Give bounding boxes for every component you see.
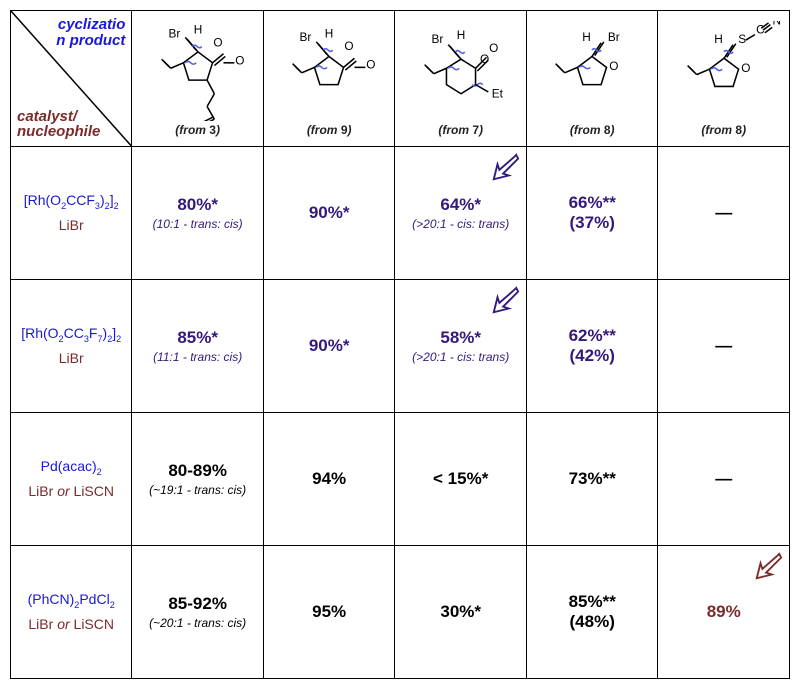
product-col-1: (from 9) xyxy=(263,11,395,147)
data-cell: 89% xyxy=(658,546,790,679)
yield-value: < 15%* xyxy=(399,469,522,489)
selectivity-note: (~20:1 - trans: cis) xyxy=(136,616,259,630)
data-cell: 85%**(48%) xyxy=(526,546,658,679)
from-label: (from 9) xyxy=(268,123,391,137)
product-col-4: (from 8) xyxy=(658,11,790,147)
data-cell: 80%* (10:1 - trans: cis) xyxy=(132,147,264,280)
catalyst: [Rh(O2CCF3)2]2 xyxy=(15,188,127,213)
row-header: (PhCN)2PdCl2LiBr or LiSCN xyxy=(11,546,132,679)
data-cell: 80-89% (~19:1 - trans: cis) xyxy=(132,413,264,546)
yield-value: 85%* xyxy=(136,328,259,348)
yield-value: 30%* xyxy=(399,602,522,622)
catalyst: (PhCN)2PdCl2 xyxy=(15,587,127,612)
bot-label-1: catalyst/ xyxy=(17,108,77,125)
data-cell: 95% xyxy=(263,546,395,679)
data-cell: 58%* (>20:1 - cis: trans) xyxy=(395,280,527,413)
data-cell: 62%**(42%) xyxy=(526,280,658,413)
row-header: Pd(acac)2LiBr or LiSCN xyxy=(11,413,132,546)
nucleophile: LiBr or LiSCN xyxy=(15,479,127,504)
product-col-0: (from 3) xyxy=(132,11,264,147)
data-cell: 85%* (11:1 - trans: cis) xyxy=(132,280,264,413)
arrow-icon xyxy=(490,153,520,183)
data-cell: — xyxy=(658,147,790,280)
table-row: [Rh(O2CCF3)2]2LiBr80%*(10:1 - trans: cis… xyxy=(11,147,790,280)
results-table: cyclizatio n product catalyst/ nucleophi… xyxy=(10,10,790,679)
from-label: (from 7) xyxy=(399,123,522,137)
nucleophile: LiBr xyxy=(15,213,127,238)
from-label: (from 3) xyxy=(136,123,259,137)
from-label: (from 8) xyxy=(662,123,785,137)
yield-value: 62%** xyxy=(531,326,654,346)
yield-value: 80%* xyxy=(136,195,259,215)
yield-value: 89% xyxy=(662,602,785,622)
data-cell: 73%** xyxy=(526,413,658,546)
selectivity-note: (10:1 - trans: cis) xyxy=(136,217,259,231)
top-label-2: n product xyxy=(56,32,125,49)
yield-value: 58%* xyxy=(399,328,522,348)
nucleophile: LiBr xyxy=(15,346,127,371)
catalyst: [Rh(O2CC3F7)2]2 xyxy=(15,321,127,346)
selectivity-note: (11:1 - trans: cis) xyxy=(136,350,259,364)
table-row: [Rh(O2CC3F7)2]2LiBr85%*(11:1 - trans: ci… xyxy=(11,280,790,413)
catalyst: Pd(acac)2 xyxy=(15,454,127,479)
selectivity-note: (>20:1 - cis: trans) xyxy=(399,217,522,231)
header-diagonal: cyclizatio n product catalyst/ nucleophi… xyxy=(11,11,132,147)
data-cell: — xyxy=(658,280,790,413)
top-label-1: cyclizatio xyxy=(58,16,126,33)
data-cell: 66%**(37%) xyxy=(526,147,658,280)
arrow-icon xyxy=(490,286,520,316)
yield-value: — xyxy=(662,336,785,356)
yield-value: 90%* xyxy=(268,203,391,223)
yield-value: 85-92% xyxy=(136,594,259,614)
table-row: (PhCN)2PdCl2LiBr or LiSCN85-92%(~20:1 - … xyxy=(11,546,790,679)
yield-value: 94% xyxy=(268,469,391,489)
row-header: [Rh(O2CCF3)2]2LiBr xyxy=(11,147,132,280)
data-cell: 85-92% (~20:1 - trans: cis) xyxy=(132,546,264,679)
yield-value: 66%** xyxy=(531,193,654,213)
from-label: (from 8) xyxy=(531,123,654,137)
paren-value: (48%) xyxy=(531,612,654,632)
data-cell: 30%* xyxy=(395,546,527,679)
nucleophile: LiBr or LiSCN xyxy=(15,612,127,637)
yield-value: — xyxy=(662,469,785,489)
data-cell: 94% xyxy=(263,413,395,546)
data-cell: 90%* xyxy=(263,280,395,413)
selectivity-note: (>20:1 - cis: trans) xyxy=(399,350,522,364)
yield-value: 90%* xyxy=(268,336,391,356)
selectivity-note: (~19:1 - trans: cis) xyxy=(136,483,259,497)
row-header: [Rh(O2CC3F7)2]2LiBr xyxy=(11,280,132,413)
data-cell: < 15%* xyxy=(395,413,527,546)
bot-label-2: nucleophile xyxy=(17,123,100,140)
product-col-2: (from 7) xyxy=(395,11,527,147)
table-row: Pd(acac)2LiBr or LiSCN80-89%(~19:1 - tra… xyxy=(11,413,790,546)
table-body: [Rh(O2CCF3)2]2LiBr80%*(10:1 - trans: cis… xyxy=(11,147,790,679)
paren-value: (42%) xyxy=(531,346,654,366)
paren-value: (37%) xyxy=(531,213,654,233)
yield-value: 85%** xyxy=(531,592,654,612)
data-cell: — xyxy=(658,413,790,546)
arrow-icon xyxy=(753,552,783,582)
yield-value: — xyxy=(662,203,785,223)
header-row: cyclizatio n product catalyst/ nucleophi… xyxy=(11,11,790,147)
yield-value: 80-89% xyxy=(136,461,259,481)
data-cell: 64%* (>20:1 - cis: trans) xyxy=(395,147,527,280)
product-col-3: (from 8) xyxy=(526,11,658,147)
yield-value: 95% xyxy=(268,602,391,622)
yield-value: 73%** xyxy=(531,469,654,489)
data-cell: 90%* xyxy=(263,147,395,280)
yield-value: 64%* xyxy=(399,195,522,215)
